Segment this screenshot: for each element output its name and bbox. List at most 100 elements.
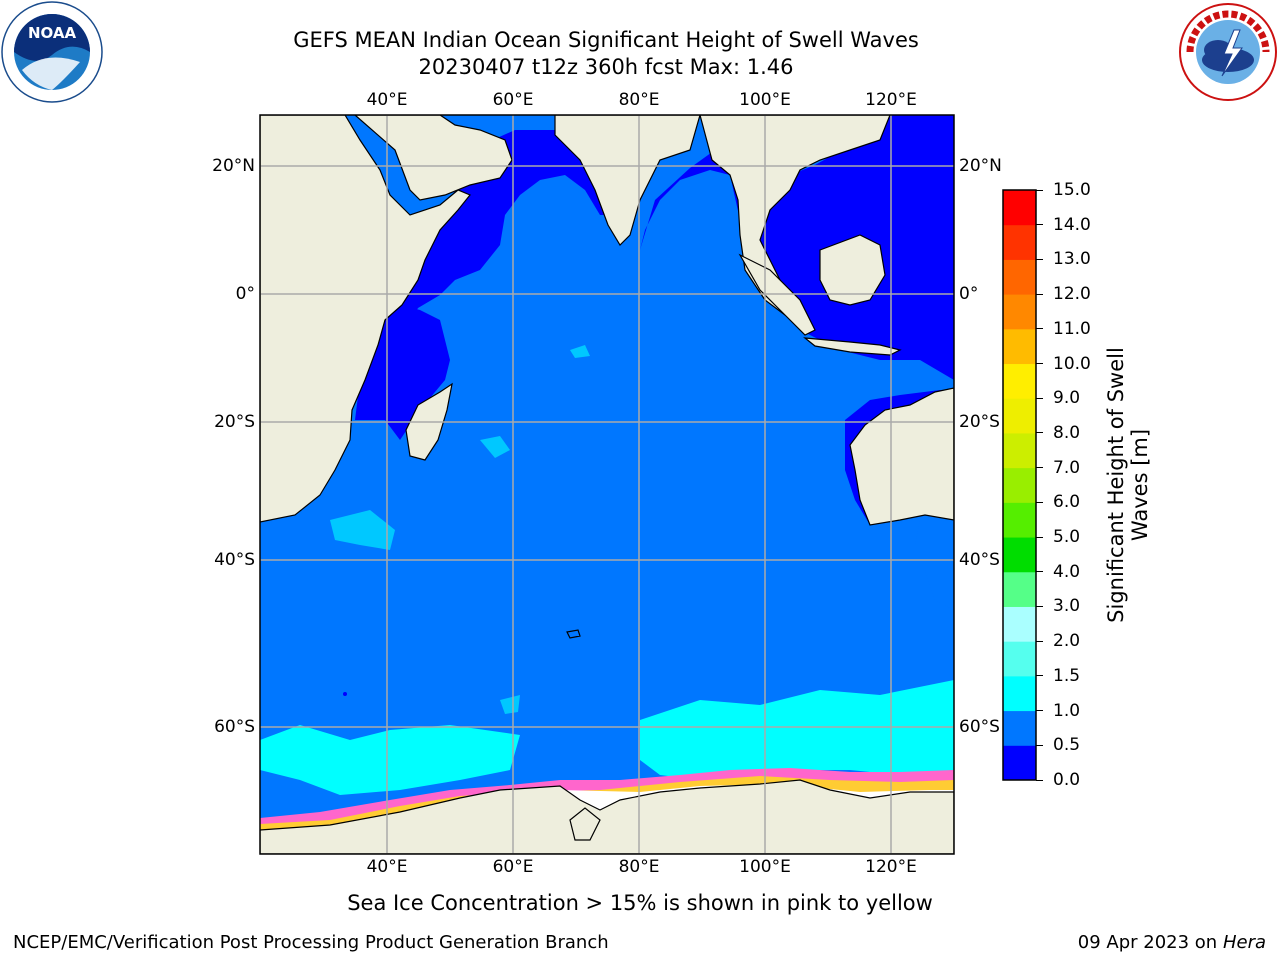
- colorbar-tick-mark: [1036, 467, 1043, 469]
- colorbar-segment: [1003, 675, 1036, 712]
- lat-label-right: 20°S: [959, 412, 1000, 432]
- colorbar-segment: [1003, 571, 1036, 607]
- lon-label-top: 120°E: [865, 90, 917, 110]
- colorbar-tick-mark: [1036, 397, 1043, 399]
- bay-bengal-low-swell: [640, 115, 954, 380]
- lon-label-top: 80°E: [618, 90, 660, 110]
- lon-label-bottom: 60°E: [492, 857, 534, 877]
- colorbar-tick-label: 15.0: [1053, 180, 1091, 200]
- colorbar-tick-mark: [1036, 779, 1043, 781]
- colorbar-tick-label: 4.0: [1053, 561, 1081, 582]
- gridlines: [260, 115, 954, 854]
- colorbar-tick-mark: [1036, 189, 1043, 191]
- colorbar-tick-mark: [1036, 224, 1043, 226]
- footer-credit: NCEP/EMC/Verification Post Processing Pr…: [13, 932, 609, 953]
- lat-label-left: 20°S: [214, 412, 255, 432]
- map-frame: [259, 114, 955, 855]
- colorbar-segment: [1003, 606, 1036, 642]
- colorbar-segment: [1003, 398, 1036, 434]
- colorbar-tick-label: 14.0: [1053, 214, 1091, 235]
- lon-label-top: 60°E: [492, 90, 534, 110]
- colorbar-segment: [1003, 641, 1036, 677]
- india-land: [554, 115, 701, 246]
- lon-label-top: 100°E: [739, 90, 791, 110]
- colorbar-segment: [1003, 190, 1036, 226]
- lat-label-left: 0°: [235, 284, 255, 304]
- colorbar-tick-mark: [1036, 536, 1043, 538]
- colorbar-tick-label: 11.0: [1053, 318, 1091, 339]
- colorbar-segment: [1003, 328, 1036, 365]
- colorbar-tick-mark: [1036, 571, 1043, 573]
- colorbar-segment: [1003, 294, 1036, 330]
- colorbar-tick-mark: [1036, 675, 1043, 677]
- colorbar-tick-mark: [1036, 744, 1043, 746]
- colorbar-tick-label: 0.0: [1053, 770, 1081, 790]
- colorbar-tick-label: 2.0: [1053, 631, 1081, 652]
- colorbar-tick-label: 5.0: [1053, 527, 1081, 548]
- colorbar-segment: [1003, 745, 1036, 781]
- colorbar-segment: [1003, 432, 1036, 469]
- lon-label-bottom: 40°E: [366, 857, 408, 877]
- colorbar-tick-label: 0.5: [1053, 735, 1081, 756]
- lat-label-left: 60°S: [214, 717, 255, 737]
- footer-date-text: 09 Apr 2023 on: [1077, 932, 1223, 953]
- lon-label-bottom: 100°E: [739, 857, 791, 877]
- colorbar-tick-mark: [1036, 432, 1043, 434]
- colorbar-tick-label: 9.0: [1053, 388, 1081, 409]
- colorbar-tick-mark: [1036, 640, 1043, 642]
- colorbar-tick-mark: [1036, 710, 1043, 712]
- colorbar-tick-label: 1.5: [1053, 665, 1081, 686]
- chart-subtitle: 20230407 t12z 360h fcst Max: 1.46: [418, 55, 794, 79]
- colorbar-segment: [1003, 502, 1036, 538]
- arabian-sea-low-swell: [400, 130, 620, 340]
- land: [260, 115, 954, 854]
- nws-logo: [1178, 2, 1278, 106]
- south-east-low-swell: [915, 500, 954, 610]
- footer-date: 09 Apr 2023 on Hera: [1078, 932, 1266, 953]
- colorbar-tick-mark: [1036, 501, 1043, 503]
- noaa-logo: NOAA: [0, 0, 104, 108]
- footer-machine: Hera: [1222, 932, 1266, 953]
- chart-title: GEFS MEAN Indian Ocean Significant Heigh…: [293, 28, 919, 52]
- colorbar-tick-label: 10.0: [1053, 353, 1091, 374]
- colorbar-tick-mark: [1036, 293, 1043, 295]
- arabia-land: [354, 115, 513, 201]
- small-low-swell: [343, 692, 347, 696]
- swell-high-patches: [260, 345, 954, 795]
- colorbar-segment: [1003, 467, 1036, 503]
- africa-land: [260, 115, 471, 523]
- colorbar-tick-label: 6.0: [1053, 492, 1081, 513]
- colorbar-label: Significant Height of Swell Waves [m]: [1104, 347, 1152, 623]
- colorbar-tick-label: 1.0: [1053, 700, 1081, 721]
- lon-label-bottom: 120°E: [865, 857, 917, 877]
- colorbar-segment: [1003, 259, 1036, 295]
- antarctica-land: [260, 779, 954, 854]
- java-land: [803, 337, 902, 356]
- colorbar-tick-label: 3.0: [1053, 596, 1081, 617]
- lon-label-top: 40°E: [366, 90, 408, 110]
- colorbar-tick-label: 8.0: [1053, 422, 1081, 443]
- lat-label-left: 20°N: [212, 156, 255, 176]
- colorbar-tick-mark: [1036, 328, 1043, 330]
- colorbar-segment: [1003, 537, 1036, 573]
- colorbar-tick-mark: [1036, 605, 1043, 607]
- colorbar-tick-mark: [1036, 258, 1043, 260]
- lat-label-left: 40°S: [214, 550, 255, 570]
- colorbar-tick-label: 12.0: [1053, 284, 1091, 305]
- sea-ice-caption: Sea Ice Concentration > 15% is shown in …: [347, 891, 933, 915]
- map-panel: [259, 114, 955, 855]
- borneo-land: [819, 234, 886, 306]
- svg-text:NOAA: NOAA: [28, 24, 77, 42]
- lon-label-bottom: 80°E: [618, 857, 660, 877]
- colorbar-segment: [1003, 363, 1036, 399]
- lat-label-right: 40°S: [959, 550, 1000, 570]
- colorbar-tick-label: 13.0: [1053, 249, 1091, 270]
- colorbar: [1002, 189, 1037, 781]
- colorbar-frame: [1002, 189, 1037, 781]
- colorbar-tick-label: 7.0: [1053, 457, 1081, 478]
- colorbar-tick-mark: [1036, 363, 1043, 365]
- lat-label-right: 60°S: [959, 717, 1000, 737]
- colorbar-segment: [1003, 224, 1036, 260]
- lat-label-right: 0°: [959, 284, 979, 304]
- kerguelen-island: [566, 629, 581, 639]
